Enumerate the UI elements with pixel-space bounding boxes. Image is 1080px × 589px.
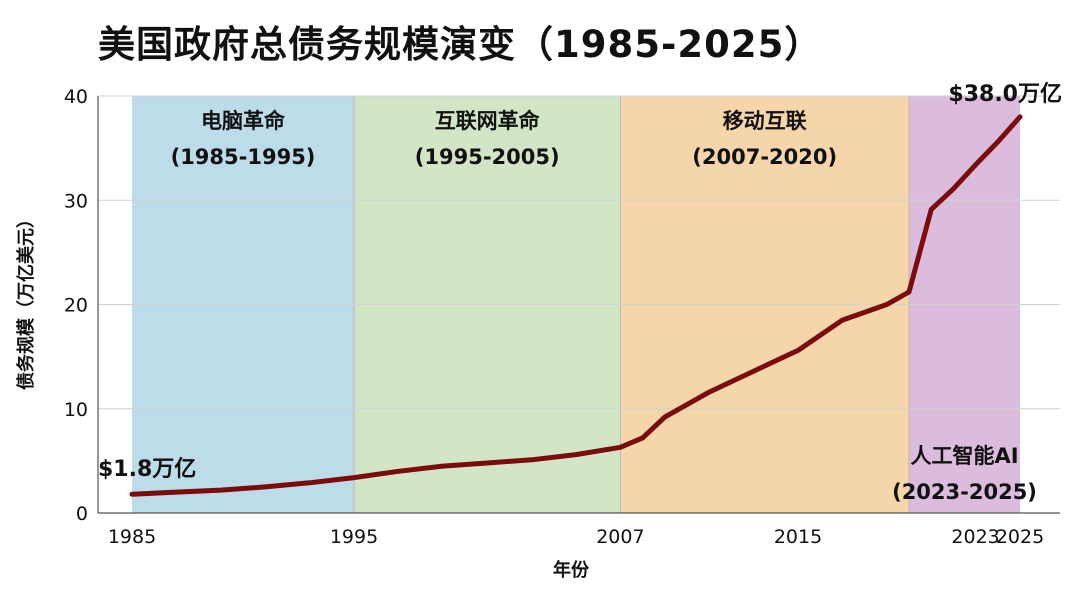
y-tick-40: 40 [64,86,88,108]
x-tick-1995: 1995 [330,526,378,548]
y-tick-20: 20 [64,295,88,317]
era-name-4: 人工智能AI [910,444,1018,468]
annotations: $1.8万亿 $38.0万亿 [98,82,1062,482]
x-tick-2025: 2025 [996,526,1044,548]
era-name-2: 互联网革命 [435,109,541,133]
axes [97,96,1060,514]
era-range-2: (1995-2005) [415,145,560,169]
era-range-3: (2007-2020) [692,145,837,169]
era-name-1: 电脑革命 [201,109,286,133]
series-lines [129,114,1023,497]
start-value-label: $1.8万亿 [98,457,196,482]
chart-title: 美国政府总债务规模演变（1985-2025） [98,23,823,66]
era-range-1: (1985-1995) [171,145,316,169]
y-tick-labels: 0 10 20 30 40 [64,86,88,525]
y-tick-30: 30 [64,190,88,212]
y-tick-0: 0 [76,503,88,525]
grid-lines [98,95,1060,410]
series-line-1 [129,114,1023,497]
x-tick-1985: 1985 [108,526,156,548]
era-range-4: (2023-2025) [892,480,1037,504]
x-tick-2023: 2023 [951,526,999,548]
era-labels: 电脑革命 (1985-1995) 互联网革命 (1995-2005) 移动互联 (2007… [171,109,1037,504]
y-axis-title: 债务规模（万亿美元） [15,210,37,390]
x-tick-2007: 2007 [596,526,644,548]
era-name-3: 移动互联 [723,109,807,133]
x-tick-2015: 2015 [774,526,822,548]
x-axis-title: 年份 [553,559,590,581]
y-tick-10: 10 [64,399,88,421]
end-value-label: $38.0万亿 [948,82,1062,107]
